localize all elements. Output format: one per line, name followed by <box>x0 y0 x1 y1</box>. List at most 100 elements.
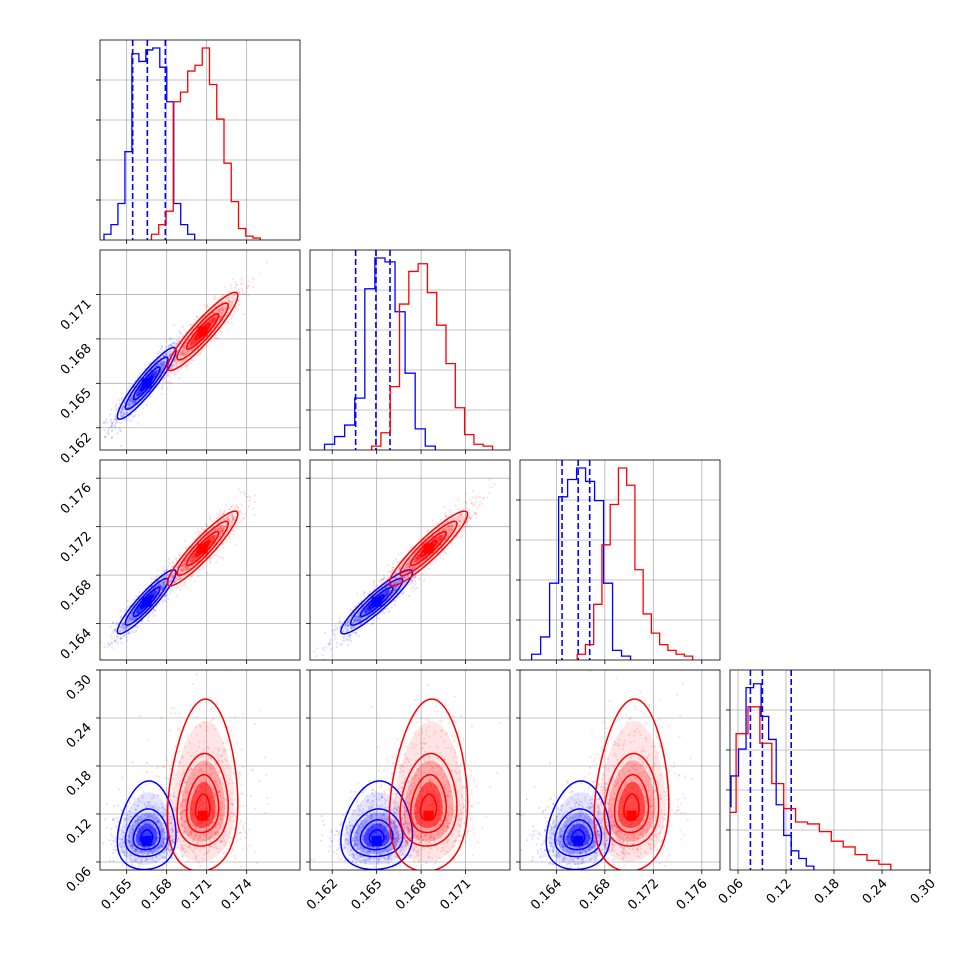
sample-point <box>126 626 130 629</box>
sample-point <box>249 499 252 502</box>
sample-point <box>185 567 188 570</box>
sample-point <box>185 558 188 561</box>
sample-point <box>218 520 221 523</box>
sample-point <box>344 623 347 626</box>
sample-point <box>159 348 162 351</box>
density-peak <box>197 543 208 554</box>
sample-point <box>259 272 262 275</box>
sample-point <box>184 559 187 562</box>
sample-point <box>372 581 375 584</box>
sample-point <box>162 575 165 579</box>
sample-point <box>362 593 366 596</box>
sample-point <box>465 492 468 496</box>
sample-point <box>127 619 130 622</box>
sample-point <box>120 626 123 630</box>
sample-point <box>156 593 159 596</box>
sample-point <box>173 371 176 374</box>
sample-point <box>120 398 123 401</box>
sample-point <box>222 526 225 529</box>
sample-point <box>327 643 330 646</box>
sample-point <box>156 368 159 371</box>
sample-point <box>350 627 353 630</box>
contour-4 <box>368 594 385 610</box>
sample-point <box>128 402 132 405</box>
sample-point <box>217 527 221 531</box>
sample-point <box>315 647 319 650</box>
sample-point <box>177 572 181 576</box>
contour-3 <box>359 586 394 618</box>
sample-point <box>110 436 114 439</box>
sample-point <box>225 503 228 506</box>
sample-point <box>395 580 398 584</box>
sample-point <box>224 305 228 308</box>
contour-4 <box>194 322 211 341</box>
sample-point <box>120 641 123 644</box>
sample-point <box>164 580 167 583</box>
sample-point <box>356 615 360 619</box>
sample-point <box>194 537 197 540</box>
sample-point <box>185 567 188 571</box>
sample-point <box>234 515 237 519</box>
sample-point <box>161 364 164 367</box>
sample-point <box>347 624 350 627</box>
sample-point <box>155 364 158 367</box>
sample-point <box>383 576 386 579</box>
sample-point <box>236 508 239 511</box>
sample-point <box>161 363 164 366</box>
sample-point <box>180 576 183 579</box>
sample-point <box>403 585 406 588</box>
hist-plot <box>530 460 694 660</box>
sample-point <box>228 299 231 303</box>
sample-point <box>179 569 182 572</box>
sample-point <box>152 381 155 385</box>
sample-point <box>179 351 182 355</box>
sample-point <box>118 629 121 632</box>
sample-point <box>177 578 180 581</box>
sample-point <box>158 596 161 599</box>
sample-point <box>208 561 212 565</box>
sample-point <box>181 360 184 363</box>
sample-point <box>160 595 163 598</box>
sample-point <box>330 629 334 632</box>
sample-point <box>160 368 163 371</box>
sample-point <box>168 354 172 357</box>
sample-point <box>469 516 473 519</box>
sample-point <box>163 369 166 372</box>
series-1 <box>102 315 198 447</box>
sample-point <box>398 580 402 583</box>
sample-point <box>219 520 223 523</box>
sample-point <box>465 502 468 505</box>
grid <box>520 460 720 660</box>
sample-point <box>121 408 124 411</box>
sample-point <box>133 400 137 403</box>
sample-point <box>173 358 176 361</box>
sample-point <box>369 591 372 594</box>
sample-point <box>339 643 342 646</box>
sample-point <box>131 408 134 411</box>
sample-point <box>168 366 171 369</box>
sample-point <box>348 633 352 637</box>
grid <box>310 460 510 660</box>
sample-point <box>231 518 234 521</box>
sample-point <box>225 540 228 543</box>
sample-point <box>130 617 134 620</box>
sample-point <box>154 368 157 371</box>
sample-point <box>113 630 117 633</box>
sample-point <box>225 523 228 526</box>
sample-point <box>129 616 132 620</box>
contour-2 <box>124 577 169 626</box>
sample-point <box>191 575 194 578</box>
sample-point <box>104 435 107 439</box>
sample-point <box>190 348 193 352</box>
sample-point <box>222 512 225 515</box>
sample-point <box>160 351 163 354</box>
sample-point <box>379 578 383 581</box>
sample-point <box>174 355 177 358</box>
sample-point <box>169 592 172 595</box>
sample-point <box>238 488 241 491</box>
sample-point <box>176 586 179 589</box>
sample-point <box>227 518 230 521</box>
sample-point <box>189 345 192 348</box>
sample-point <box>185 367 188 370</box>
